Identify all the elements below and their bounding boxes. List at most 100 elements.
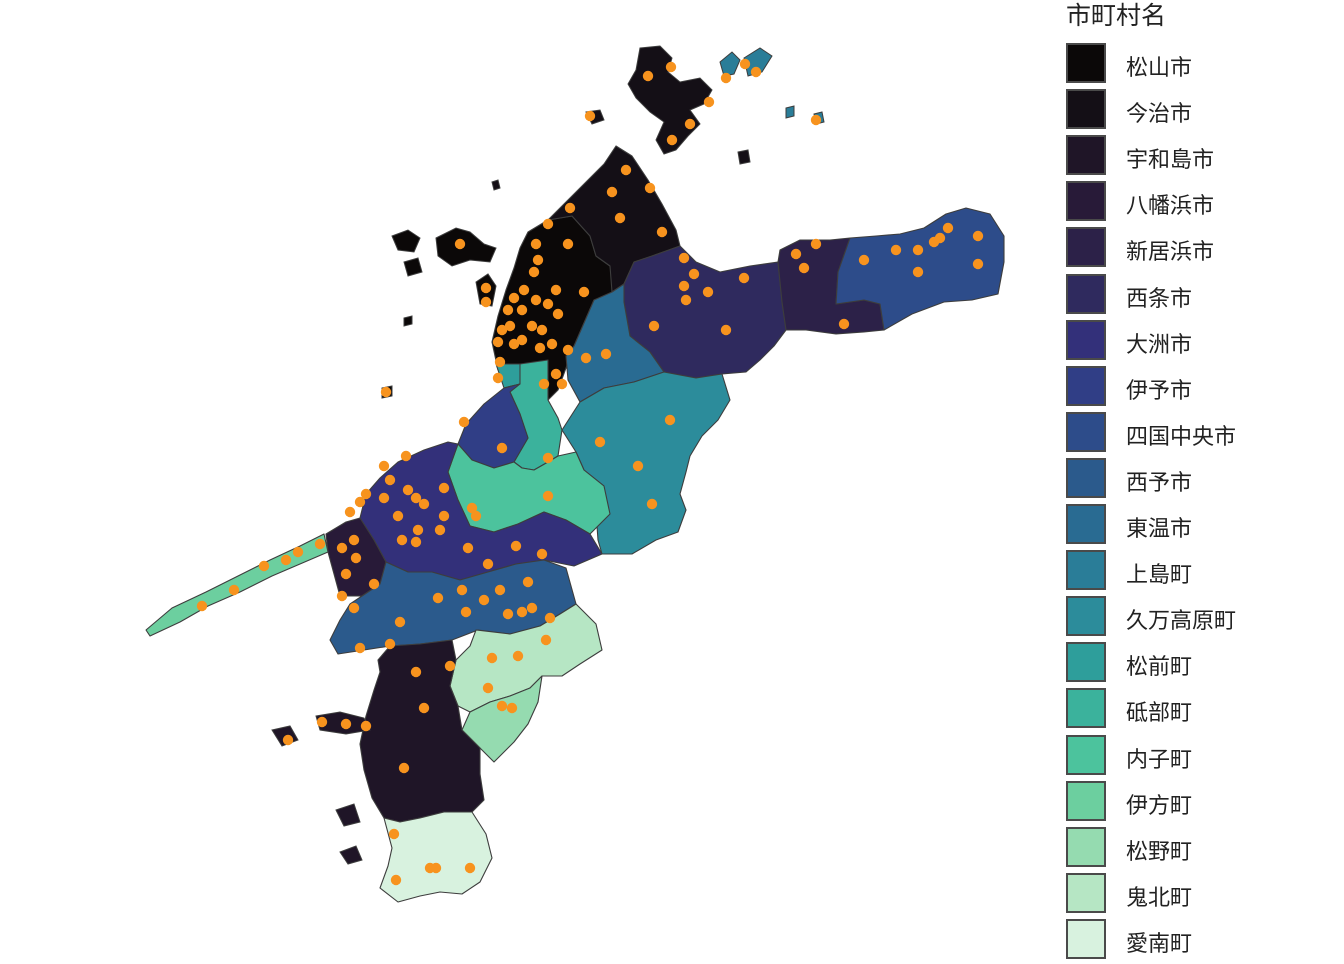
location-point[interactable]	[400, 450, 412, 462]
location-point[interactable]	[512, 650, 524, 662]
location-point[interactable]	[739, 58, 751, 70]
location-point[interactable]	[478, 594, 490, 606]
location-point[interactable]	[516, 606, 528, 618]
location-point[interactable]	[360, 720, 372, 732]
location-point[interactable]	[518, 284, 530, 296]
location-point[interactable]	[556, 378, 568, 390]
location-point[interactable]	[470, 510, 482, 522]
location-point[interactable]	[378, 460, 390, 472]
location-point[interactable]	[480, 282, 492, 294]
location-point[interactable]	[562, 344, 574, 356]
location-point[interactable]	[858, 254, 870, 266]
location-point[interactable]	[418, 702, 430, 714]
location-point[interactable]	[606, 186, 618, 198]
location-point[interactable]	[354, 642, 366, 654]
location-point[interactable]	[703, 96, 715, 108]
location-point[interactable]	[480, 296, 492, 308]
location-point[interactable]	[544, 612, 556, 624]
location-point[interactable]	[412, 524, 424, 536]
location-point[interactable]	[508, 292, 520, 304]
location-point[interactable]	[542, 218, 554, 230]
location-point[interactable]	[336, 590, 348, 602]
location-point[interactable]	[516, 334, 528, 346]
location-point[interactable]	[384, 474, 396, 486]
location-point[interactable]	[546, 338, 558, 350]
region-matsuyama-island-2[interactable]	[435, 227, 497, 267]
location-point[interactable]	[316, 716, 328, 728]
location-point[interactable]	[340, 718, 352, 730]
location-point[interactable]	[594, 436, 606, 448]
location-point[interactable]	[506, 702, 518, 714]
location-point[interactable]	[466, 502, 478, 514]
location-point[interactable]	[354, 496, 366, 508]
location-point[interactable]	[502, 304, 514, 316]
location-point[interactable]	[454, 238, 466, 250]
location-point[interactable]	[642, 70, 654, 82]
location-point[interactable]	[526, 320, 538, 332]
region-ainan[interactable]	[379, 811, 493, 903]
region-imabari-island-3[interactable]	[737, 149, 751, 165]
location-point[interactable]	[972, 230, 984, 242]
location-point[interactable]	[532, 254, 544, 266]
location-point[interactable]	[530, 294, 542, 306]
location-point[interactable]	[510, 540, 522, 552]
location-point[interactable]	[564, 202, 576, 214]
location-point[interactable]	[464, 862, 476, 874]
location-point[interactable]	[496, 442, 508, 454]
location-point[interactable]	[550, 368, 562, 380]
region-uwajima-island-3[interactable]	[335, 803, 361, 827]
location-point[interactable]	[504, 320, 516, 332]
location-point[interactable]	[542, 490, 554, 502]
location-point[interactable]	[434, 524, 446, 536]
location-point[interactable]	[536, 324, 548, 336]
location-point[interactable]	[702, 286, 714, 298]
location-point[interactable]	[790, 248, 802, 260]
location-point[interactable]	[666, 134, 678, 146]
location-point[interactable]	[392, 510, 404, 522]
region-kamijima-island-1[interactable]	[719, 51, 741, 77]
location-point[interactable]	[396, 534, 408, 546]
location-point[interactable]	[838, 318, 850, 330]
location-point[interactable]	[688, 268, 700, 280]
region-matsuyama-island-3[interactable]	[403, 257, 423, 277]
location-point[interactable]	[462, 542, 474, 554]
location-point[interactable]	[486, 652, 498, 664]
location-point[interactable]	[534, 342, 546, 354]
location-point[interactable]	[584, 110, 596, 122]
location-point[interactable]	[810, 238, 822, 250]
location-point[interactable]	[438, 482, 450, 494]
location-point[interactable]	[720, 72, 732, 84]
location-point[interactable]	[280, 554, 292, 566]
location-point[interactable]	[384, 638, 396, 650]
location-point[interactable]	[664, 414, 676, 426]
location-point[interactable]	[410, 536, 422, 548]
location-point[interactable]	[388, 828, 400, 840]
location-point[interactable]	[402, 484, 414, 496]
location-point[interactable]	[530, 238, 542, 250]
location-point[interactable]	[340, 568, 352, 580]
location-point[interactable]	[438, 510, 450, 522]
location-point[interactable]	[538, 378, 550, 390]
location-point[interactable]	[502, 608, 514, 620]
location-point[interactable]	[494, 356, 506, 368]
region-matsuyama-island-5[interactable]	[403, 315, 413, 327]
location-point[interactable]	[444, 660, 456, 672]
location-point[interactable]	[394, 616, 406, 628]
location-point[interactable]	[750, 66, 762, 78]
location-point[interactable]	[562, 238, 574, 250]
location-point[interactable]	[646, 498, 658, 510]
location-point[interactable]	[314, 538, 326, 550]
location-point[interactable]	[550, 284, 562, 296]
location-point[interactable]	[368, 578, 380, 590]
location-point[interactable]	[678, 280, 690, 292]
location-point[interactable]	[292, 546, 304, 558]
location-point[interactable]	[496, 324, 508, 336]
location-point[interactable]	[528, 266, 540, 278]
location-point[interactable]	[258, 560, 270, 572]
location-point[interactable]	[196, 600, 208, 612]
location-point[interactable]	[482, 682, 494, 694]
location-point[interactable]	[380, 386, 392, 398]
location-point[interactable]	[536, 548, 548, 560]
region-kamijima-island-3[interactable]	[785, 105, 795, 119]
region-imabari-island-4[interactable]	[491, 179, 501, 191]
